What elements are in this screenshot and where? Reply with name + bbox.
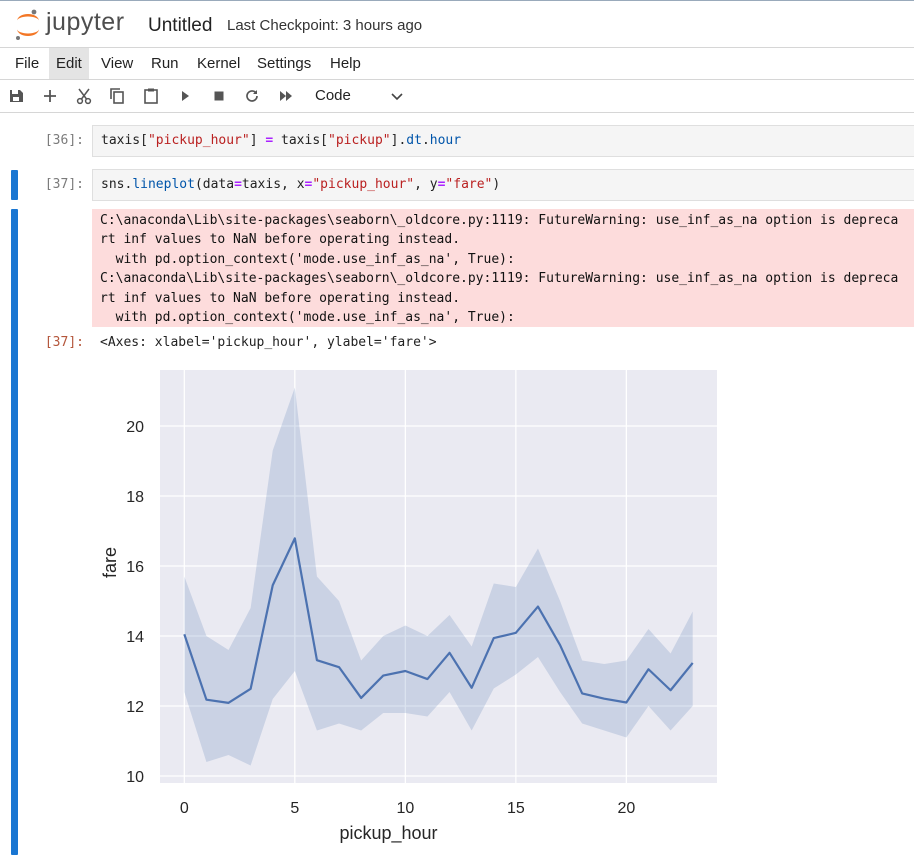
output-prompt: [37]:	[44, 335, 84, 350]
stderr-line: C:\anaconda\Lib\site-packages\seaborn\_o…	[100, 213, 899, 228]
menu-view[interactable]: View	[101, 55, 134, 72]
menu-edit[interactable]: Edit	[49, 48, 89, 79]
confidence-band	[184, 387, 693, 766]
menu-kernel[interactable]: Kernel	[197, 55, 241, 72]
stderr-line: rt inf values to NaN before operating in…	[100, 232, 461, 248]
y-tick-label: 14	[126, 629, 144, 646]
y-tick-label: 10	[126, 769, 144, 786]
cut-icon[interactable]	[74, 86, 94, 106]
cell-selection-bar[interactable]	[11, 170, 18, 200]
x-axis-label: pickup_hour	[339, 823, 437, 844]
paste-icon[interactable]	[141, 86, 161, 106]
top-border	[0, 0, 914, 1]
stderr-line: C:\anaconda\Lib\site-packages\seaborn\_o…	[100, 271, 899, 287]
menu-help[interactable]: Help	[330, 55, 361, 72]
x-tick-label: 5	[290, 800, 299, 817]
restart-icon[interactable]	[242, 86, 262, 106]
jupyter-logo-icon	[16, 9, 39, 40]
toolbar: Code	[0, 80, 914, 113]
run-all-icon[interactable]	[276, 86, 296, 106]
y-tick-label: 16	[126, 559, 144, 576]
menu-file[interactable]: File	[15, 55, 40, 72]
stderr-line: rt inf values to NaN before operating in…	[100, 290, 461, 306]
stop-icon[interactable]	[209, 86, 229, 106]
add-cell-icon[interactable]	[40, 86, 60, 106]
fare-line	[183, 537, 694, 704]
copy-icon[interactable]	[107, 86, 127, 106]
logo-text: jupyter	[46, 8, 125, 36]
chevron-down-icon[interactable]	[388, 87, 406, 105]
line-chart: 0 5 10 15 20 10 12 14 16 18 20 pickup_hour fare	[100, 370, 717, 844]
y-axis-label: fare	[100, 547, 120, 578]
menu-bar: File Edit View Run Kernel Settings Help	[0, 48, 914, 80]
stderr-output: C:\anaconda\Lib\site-packages\seaborn\_o…	[92, 209, 914, 327]
save-icon[interactable]	[6, 86, 26, 106]
notebook-title[interactable]: Untitled	[148, 15, 213, 36]
x-tick-label: 10	[396, 800, 414, 817]
x-tick-label: 20	[617, 800, 635, 817]
y-tick-label: 20	[126, 419, 144, 436]
y-tick-label: 12	[126, 699, 144, 716]
code-input[interactable]: taxis["pickup_hour"] = taxis["pickup"].d…	[92, 125, 914, 157]
stderr-line: with pd.option_context('mode.use_inf_as_…	[100, 310, 515, 326]
menu-run[interactable]: Run	[151, 55, 179, 72]
input-prompt: [36]:	[44, 133, 84, 148]
cell-type-dropdown[interactable]: Code	[315, 87, 351, 104]
stderr-line: with pd.option_context('mode.use_inf_as_…	[100, 251, 515, 267]
input-prompt: [37]:	[44, 177, 84, 192]
run-icon[interactable]	[175, 86, 195, 106]
x-tick-label: 0	[180, 800, 189, 817]
output-text: <Axes: xlabel='pickup_hour', ylabel='far…	[100, 335, 437, 350]
menu-settings[interactable]: Settings	[257, 55, 312, 72]
output-collapse-bar[interactable]	[11, 209, 18, 855]
x-tick-label: 15	[507, 800, 525, 817]
y-tick-label: 18	[126, 489, 144, 506]
checkpoint-status: Last Checkpoint: 3 hours ago	[227, 17, 423, 34]
plot-background	[160, 370, 717, 783]
code-input[interactable]: sns.lineplot(data=taxis, x="pickup_hour"…	[92, 169, 914, 201]
header: jupyter Untitled Last Checkpoint: 3 hour…	[0, 1, 914, 48]
